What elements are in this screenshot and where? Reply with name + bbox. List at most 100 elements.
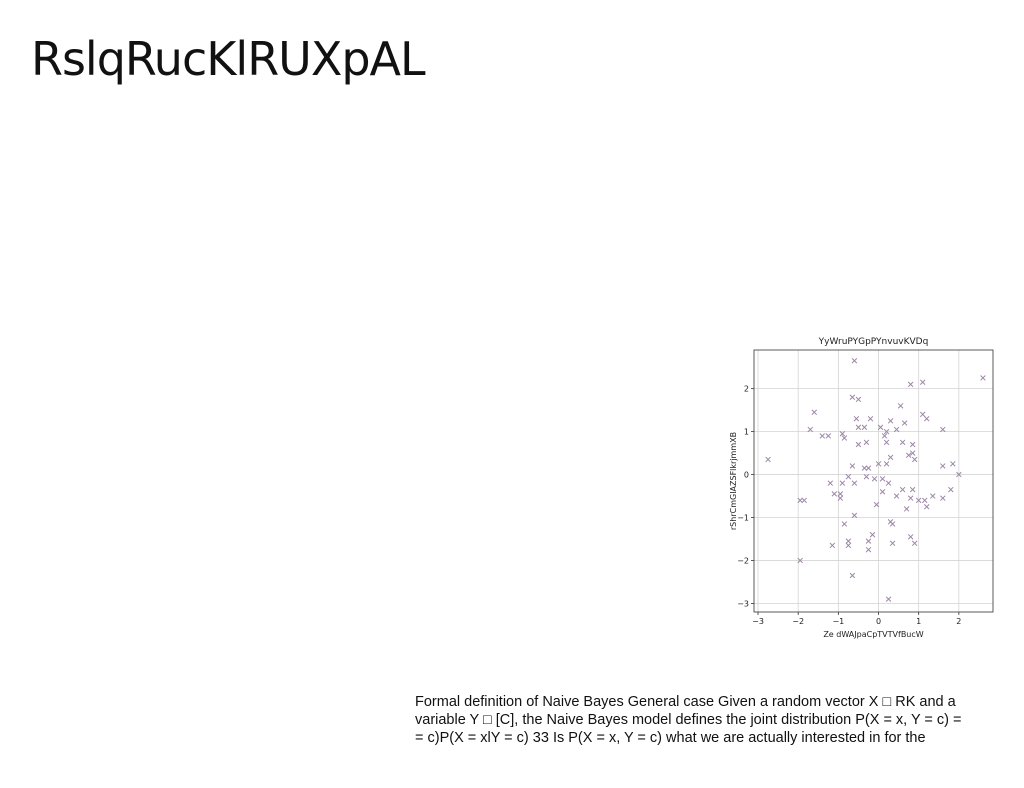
data-point-marker xyxy=(907,495,914,501)
data-point-marker xyxy=(845,538,852,544)
x-tick-label: 0 xyxy=(876,617,881,626)
data-point-marker xyxy=(831,491,838,497)
data-point-marker xyxy=(885,596,892,602)
data-point-marker xyxy=(839,431,846,437)
data-point-marker xyxy=(911,540,918,547)
data-point-marker xyxy=(923,504,930,510)
data-point-marker xyxy=(897,403,904,409)
body-text-line: = c)P(X = xlY = c) 33 Is P(X = x, Y = c)… xyxy=(415,730,926,746)
data-point-marker xyxy=(861,424,868,431)
data-point-marker xyxy=(907,381,914,388)
data-point-marker xyxy=(921,497,928,504)
data-point-marker xyxy=(841,435,848,441)
data-point-marker xyxy=(911,456,918,463)
data-point-marker xyxy=(901,420,908,426)
grid-lines xyxy=(754,350,993,612)
data-point-marker xyxy=(909,486,916,493)
data-point-marker xyxy=(837,495,844,501)
data-point-marker xyxy=(871,476,878,482)
data-point-marker xyxy=(907,534,914,540)
data-point-marker xyxy=(875,461,882,467)
data-point-marker xyxy=(887,454,894,461)
data-point-marker xyxy=(851,512,858,519)
data-points xyxy=(765,357,986,602)
data-point-marker xyxy=(915,497,922,504)
data-point-marker xyxy=(919,379,926,385)
axis-ticks: −3 −2 −1 0 1 2 −3 −2 −1 0 1 2 xyxy=(737,385,961,626)
data-point-marker xyxy=(811,409,818,416)
data-point-marker xyxy=(919,411,926,418)
data-point-marker xyxy=(845,473,852,480)
data-point-marker xyxy=(853,415,860,422)
chart-title: YyWruPYGpPYnvuvKVDq xyxy=(818,337,929,347)
data-point-marker xyxy=(940,495,946,501)
data-point-marker xyxy=(839,480,846,486)
data-point-marker xyxy=(879,476,886,482)
data-point-marker xyxy=(980,375,986,381)
data-point-marker xyxy=(889,521,896,527)
data-point-marker xyxy=(869,531,876,538)
data-point-marker xyxy=(887,418,894,424)
data-point-marker xyxy=(863,439,870,446)
y-axis-label: rShrCmGIAZSFlkrjmmXB xyxy=(729,432,738,530)
y-tick-label: 1 xyxy=(744,428,749,437)
data-point-marker xyxy=(849,463,856,469)
data-point-marker xyxy=(849,572,856,579)
data-point-marker xyxy=(863,473,870,480)
data-point-marker xyxy=(899,486,906,493)
data-point-marker xyxy=(940,463,946,469)
data-point-marker xyxy=(845,542,852,549)
data-point-marker xyxy=(885,480,892,486)
slide-body-text: Formal definition of Naive Bayes General… xyxy=(415,693,1024,747)
body-text-line: variable Y □ [C], the Naive Bayes model … xyxy=(415,712,962,728)
data-point-marker xyxy=(905,452,912,458)
y-tick-label: −3 xyxy=(737,599,749,608)
data-point-marker xyxy=(841,521,848,527)
y-tick-label: −1 xyxy=(737,514,749,523)
data-point-marker xyxy=(851,357,858,364)
data-point-marker xyxy=(865,538,872,544)
y-tick-label: 2 xyxy=(744,385,749,394)
data-point-marker xyxy=(893,493,900,499)
data-point-marker xyxy=(865,465,872,471)
y-tick-label: −2 xyxy=(737,556,749,565)
data-point-marker xyxy=(909,450,916,456)
slide-title: RslqRucKlRUXpAL xyxy=(31,32,426,86)
scatter-chart: −3 −2 −1 0 1 2 −3 −2 −1 0 1 2 YyWruPYGpPYnvuvKVDq Z… xyxy=(726,330,1002,646)
data-point-marker xyxy=(903,506,910,512)
x-tick-label: −3 xyxy=(752,617,764,626)
data-point-marker xyxy=(889,540,896,547)
data-point-marker xyxy=(899,439,906,446)
x-tick-label: 1 xyxy=(916,617,921,626)
scatter-chart-svg: −3 −2 −1 0 1 2 −3 −2 −1 0 1 2 YyWruPYGpPYnvuvKVDq Z… xyxy=(729,337,994,639)
x-tick-label: 2 xyxy=(956,617,961,626)
data-point-marker xyxy=(883,439,890,446)
data-point-marker xyxy=(855,441,862,448)
y-tick-label: 0 xyxy=(744,471,749,480)
data-point-marker xyxy=(873,501,880,508)
data-point-marker xyxy=(956,471,962,478)
x-axis-label: Ze dWAJpaCpTVTVfBucW xyxy=(823,630,923,639)
data-point-marker xyxy=(801,497,807,504)
data-point-marker xyxy=(865,546,872,553)
plot-frame xyxy=(753,349,994,613)
data-point-marker xyxy=(948,486,954,493)
data-point-marker xyxy=(827,480,834,486)
data-point-marker xyxy=(923,415,930,422)
data-point-marker xyxy=(950,461,956,467)
data-point-marker xyxy=(877,424,884,431)
x-tick-label: −1 xyxy=(832,617,844,626)
data-point-marker xyxy=(837,491,844,497)
body-text-line: Formal definition of Naive Bayes General… xyxy=(415,694,956,710)
data-point-marker xyxy=(825,433,832,439)
data-point-marker xyxy=(867,415,874,422)
data-point-marker xyxy=(855,396,862,403)
data-point-marker xyxy=(829,542,836,549)
data-point-marker xyxy=(807,426,813,433)
data-point-marker xyxy=(883,428,890,435)
data-point-marker xyxy=(861,465,868,471)
data-point-marker xyxy=(765,456,771,463)
data-point-marker xyxy=(879,488,886,495)
data-point-marker xyxy=(849,394,856,400)
data-point-marker xyxy=(851,480,858,486)
